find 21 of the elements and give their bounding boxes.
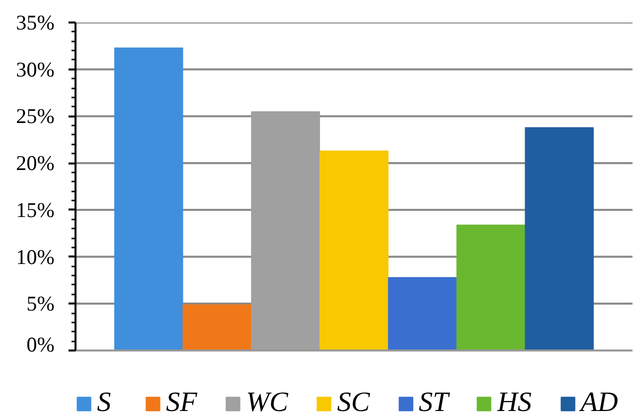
- y-tick-label: 35%: [16, 10, 55, 34]
- legend-label: HS: [497, 387, 532, 419]
- y-tick-label: 20%: [16, 151, 55, 176]
- legend-label: AD: [580, 387, 618, 419]
- bar: [388, 277, 457, 350]
- bar: [114, 48, 184, 350]
- bar: [182, 304, 252, 350]
- bar: [320, 150, 388, 350]
- legend-label: WC: [246, 387, 288, 419]
- y-tick-label: 25%: [16, 104, 55, 128]
- y-tick-label: 5%: [26, 292, 55, 316]
- y-tick-label: 15%: [16, 198, 55, 222]
- legend-label: S: [97, 387, 112, 419]
- legend-label: ST: [418, 387, 448, 419]
- y-tick-label: 10%: [16, 244, 55, 269]
- legend-label: SC: [337, 387, 370, 419]
- bar: [456, 224, 526, 350]
- legend-label: SF: [166, 387, 198, 419]
- y-tick-label: 30%: [16, 57, 55, 82]
- bar: [524, 127, 594, 350]
- y-tick-label: 0%: [26, 332, 55, 356]
